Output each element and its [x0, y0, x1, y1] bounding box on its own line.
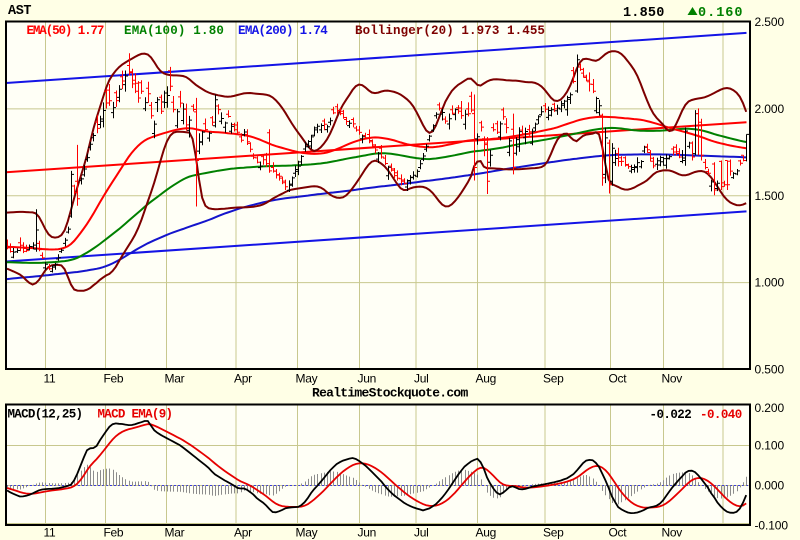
svg-text:1.000: 1.000	[755, 276, 785, 290]
svg-text:1.850: 1.850	[623, 6, 665, 21]
svg-text:May: May	[296, 526, 318, 540]
svg-text:Feb: Feb	[104, 372, 124, 386]
svg-text:-0.100: -0.100	[755, 519, 789, 533]
svg-text:0.200: 0.200	[755, 401, 785, 415]
svg-text:11: 11	[44, 372, 56, 386]
svg-text:Oct: Oct	[609, 372, 628, 386]
svg-text:0.500: 0.500	[755, 363, 785, 377]
svg-text:Mar: Mar	[165, 526, 185, 540]
svg-text:Apr: Apr	[234, 372, 252, 386]
svg-text:May: May	[296, 372, 318, 386]
svg-text:Jun: Jun	[358, 526, 376, 540]
svg-text:AST: AST	[8, 4, 31, 19]
svg-text:Apr: Apr	[234, 526, 252, 540]
svg-text:Sep: Sep	[543, 372, 564, 386]
svg-text:0.000: 0.000	[755, 479, 785, 493]
svg-text:-0.022: -0.022	[650, 408, 692, 422]
svg-text:Nov: Nov	[662, 526, 683, 540]
svg-text:Jul: Jul	[414, 372, 428, 386]
svg-text:0.160: 0.160	[698, 6, 744, 21]
svg-text:Nov: Nov	[662, 372, 683, 386]
svg-text:EMA(100) 1.80: EMA(100) 1.80	[124, 24, 224, 38]
svg-text:Jun: Jun	[358, 372, 376, 386]
svg-text:2.500: 2.500	[755, 15, 785, 29]
svg-text:Feb: Feb	[104, 526, 124, 540]
svg-text:-0.040: -0.040	[700, 408, 742, 422]
svg-text:0.100: 0.100	[755, 439, 785, 453]
svg-text:Sep: Sep	[543, 526, 564, 540]
svg-text:EMA(200) 1.74: EMA(200) 1.74	[238, 24, 328, 38]
svg-text:Aug: Aug	[476, 372, 496, 386]
svg-text:Jul: Jul	[414, 526, 428, 540]
svg-text:1.500: 1.500	[755, 189, 785, 203]
svg-text:Mar: Mar	[165, 372, 185, 386]
svg-text:EMA(50) 1.77: EMA(50) 1.77	[27, 24, 104, 38]
svg-text:Oct: Oct	[609, 526, 628, 540]
svg-text:RealtimeStockquote.com: RealtimeStockquote.com	[312, 386, 468, 401]
svg-text:MACD(12,25): MACD(12,25)	[8, 408, 83, 422]
svg-text:11: 11	[44, 526, 56, 540]
svg-text:Aug: Aug	[476, 526, 496, 540]
svg-text:2.000: 2.000	[755, 102, 785, 116]
svg-text:Bollinger(20) 1.973 1.455: Bollinger(20) 1.973 1.455	[355, 24, 545, 38]
svg-text:MACD EMA(9): MACD EMA(9)	[98, 408, 173, 422]
